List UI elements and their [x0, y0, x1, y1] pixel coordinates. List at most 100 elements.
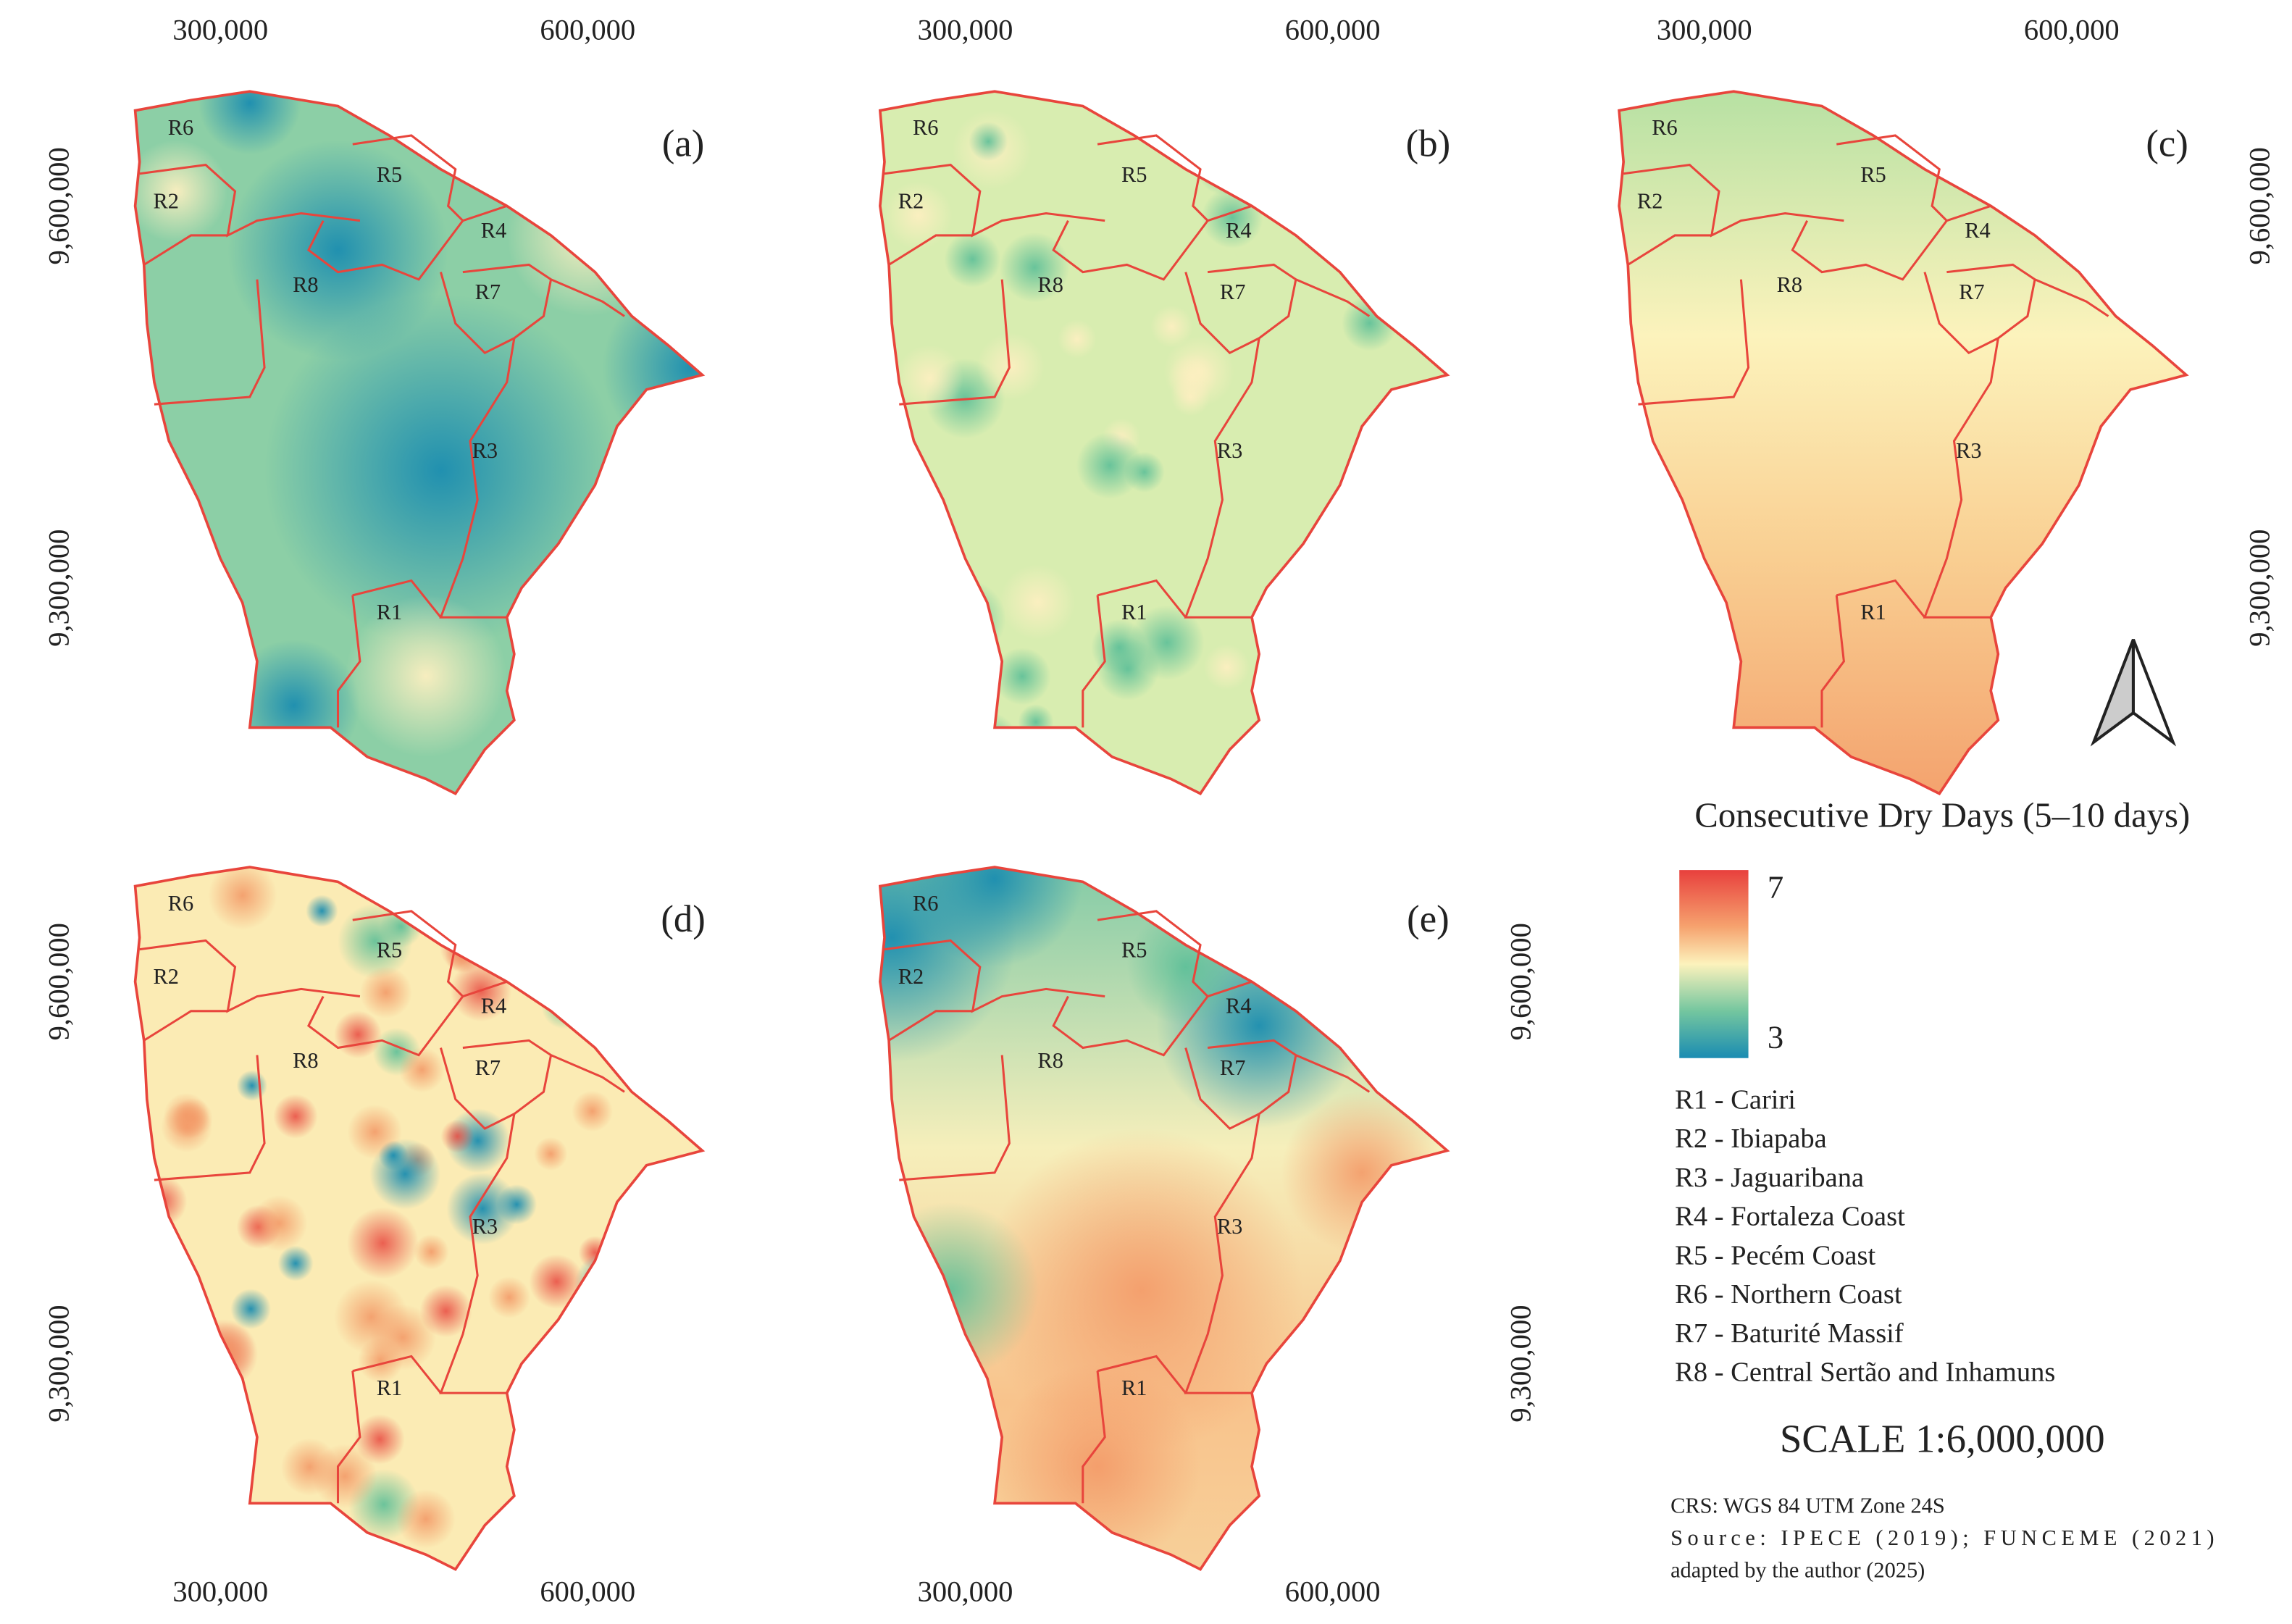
region-label: R1: [1121, 1376, 1147, 1400]
region-border: [306, 134, 464, 281]
x-tick-label: 300,000: [172, 13, 268, 46]
region-label: R5: [377, 938, 402, 963]
region-label: R2: [898, 964, 924, 989]
x-tick-label: 300,000: [172, 1575, 268, 1607]
region-border: [888, 234, 973, 266]
region-border: [1082, 595, 1106, 728]
map-panel: R1 R2 R3 R4 R5 R6 R7 R8 (a) 300,000 600,000 9,600,0…: [42, 13, 706, 796]
y-tick-label: 9,300,000: [1505, 1305, 1537, 1422]
region-label: R7: [1959, 280, 1984, 304]
y-tick-label: 9,600,000: [42, 923, 75, 1040]
legend-region: R2 - Ibiapaba: [1675, 1123, 1827, 1154]
x-tick-label: 600,000: [540, 1575, 635, 1607]
region-border: [899, 279, 1011, 406]
x-tick-label: 600,000: [540, 13, 635, 46]
state-outline: [133, 866, 706, 1571]
region-label: R4: [481, 994, 506, 1018]
source: Source: IPECE (2019); FUNCEME (2021): [1670, 1525, 2214, 1550]
region-border: [1820, 595, 1845, 728]
region-border: [888, 1010, 973, 1042]
x-tick-label: 300,000: [918, 1575, 1013, 1607]
region-label: R3: [472, 1214, 498, 1239]
raster: [135, 867, 703, 1570]
color-bar-min: 3: [1768, 1019, 1783, 1055]
color-bar-max: 7: [1768, 869, 1783, 905]
region-label: R4: [1226, 994, 1251, 1018]
region-border: [462, 204, 508, 222]
panel-label: (c): [2146, 122, 2188, 164]
map-panel: R1 R2 R3 R4 R5 R6 R7 R8 (b) 300,000 600,000: [878, 13, 1450, 796]
adapted: adapted by the author (2025): [1670, 1558, 1925, 1583]
state-outline: [1618, 90, 2189, 796]
x-tick-label: 600,000: [2024, 13, 2120, 46]
region-label: R4: [1226, 218, 1251, 243]
region-label: R5: [1121, 162, 1147, 187]
map-panel: R1 R2 R3 R4 R5 R6 R7 R8 (d) 300,000 600,000 9,600,0…: [42, 866, 706, 1607]
region-border: [336, 1370, 361, 1504]
region-label: R4: [481, 218, 506, 243]
region-border: [154, 1055, 266, 1181]
region-label: R6: [913, 115, 938, 140]
region-label: R2: [1637, 188, 1662, 213]
region-border: [1082, 1370, 1106, 1504]
region-label: R6: [168, 891, 193, 916]
panel-label: (d): [661, 898, 705, 940]
north-arrow: [2090, 638, 2177, 747]
region-label: R6: [168, 115, 193, 140]
raster: [879, 91, 1447, 794]
region-label: R2: [153, 188, 178, 213]
region-border: [352, 579, 442, 619]
region-label: R1: [377, 600, 402, 624]
region-border: [1638, 279, 1750, 406]
region-border: [1052, 134, 1210, 281]
region-border: [154, 279, 266, 406]
region-border: [1946, 204, 1991, 222]
legend-region: R1 - Cariri: [1675, 1084, 1796, 1115]
region-border: [1207, 204, 1252, 222]
x-tick-label: 600,000: [1285, 1575, 1381, 1607]
legend-region: R8 - Central Sertão and Inhamuns: [1675, 1357, 2055, 1388]
region-border: [1207, 980, 1252, 997]
y-tick-label: 9,300,000: [42, 1305, 75, 1422]
panel-label: (a): [662, 122, 705, 164]
region-label: R8: [1777, 272, 1802, 297]
region-label: R4: [1965, 218, 1990, 243]
state-outline: [133, 90, 706, 796]
region-border: [439, 1047, 553, 1130]
region-label: R2: [153, 964, 178, 989]
y-tick-label: 9,600,000: [1505, 923, 1537, 1040]
region-label: R3: [1956, 438, 1981, 463]
map-panel: R1 R2 R3 R4 R5 R6 R7 R8 (e) 300,000 600,000 9,600,0…: [878, 866, 1537, 1607]
region-border: [439, 272, 553, 355]
legend-region: R5 - Pecém Coast: [1675, 1240, 1875, 1271]
region-border: [1097, 579, 1187, 619]
region-border: [1836, 579, 1926, 619]
region-label: R2: [898, 188, 924, 213]
state-outline: [878, 866, 1450, 1571]
region-border: [1184, 272, 1297, 355]
region-label: R1: [1860, 600, 1886, 624]
panel-label: (e): [1407, 898, 1450, 940]
legend-title: Consecutive Dry Days (5–10 days): [1694, 795, 2190, 834]
region-border: [143, 234, 228, 266]
region-border: [1627, 234, 1712, 266]
region-label: R8: [1037, 1048, 1063, 1073]
region-label: R8: [293, 1048, 318, 1073]
legend: Consecutive Dry Days (5–10 days) 7 3 SCA…: [1670, 638, 2214, 1583]
region-label: R1: [377, 1376, 402, 1400]
region-label: R3: [1217, 1214, 1242, 1239]
legend-region: R3 - Jaguaribana: [1675, 1163, 1864, 1193]
region-border: [1923, 272, 2036, 355]
panel-label: (b): [1406, 122, 1450, 164]
legend-region: R4 - Fortaleza Coast: [1675, 1202, 1905, 1232]
region-border: [336, 595, 361, 728]
region-label: R6: [913, 891, 938, 916]
region-border: [899, 1055, 1011, 1181]
legend-region: R6 - Northern Coast: [1675, 1279, 1902, 1310]
region-border: [143, 1010, 228, 1042]
region-label: R3: [1217, 438, 1242, 463]
region-border: [1097, 1355, 1187, 1394]
region-label: R5: [377, 162, 402, 187]
x-tick-label: 300,000: [918, 13, 1013, 46]
region-label: R5: [1121, 938, 1147, 963]
